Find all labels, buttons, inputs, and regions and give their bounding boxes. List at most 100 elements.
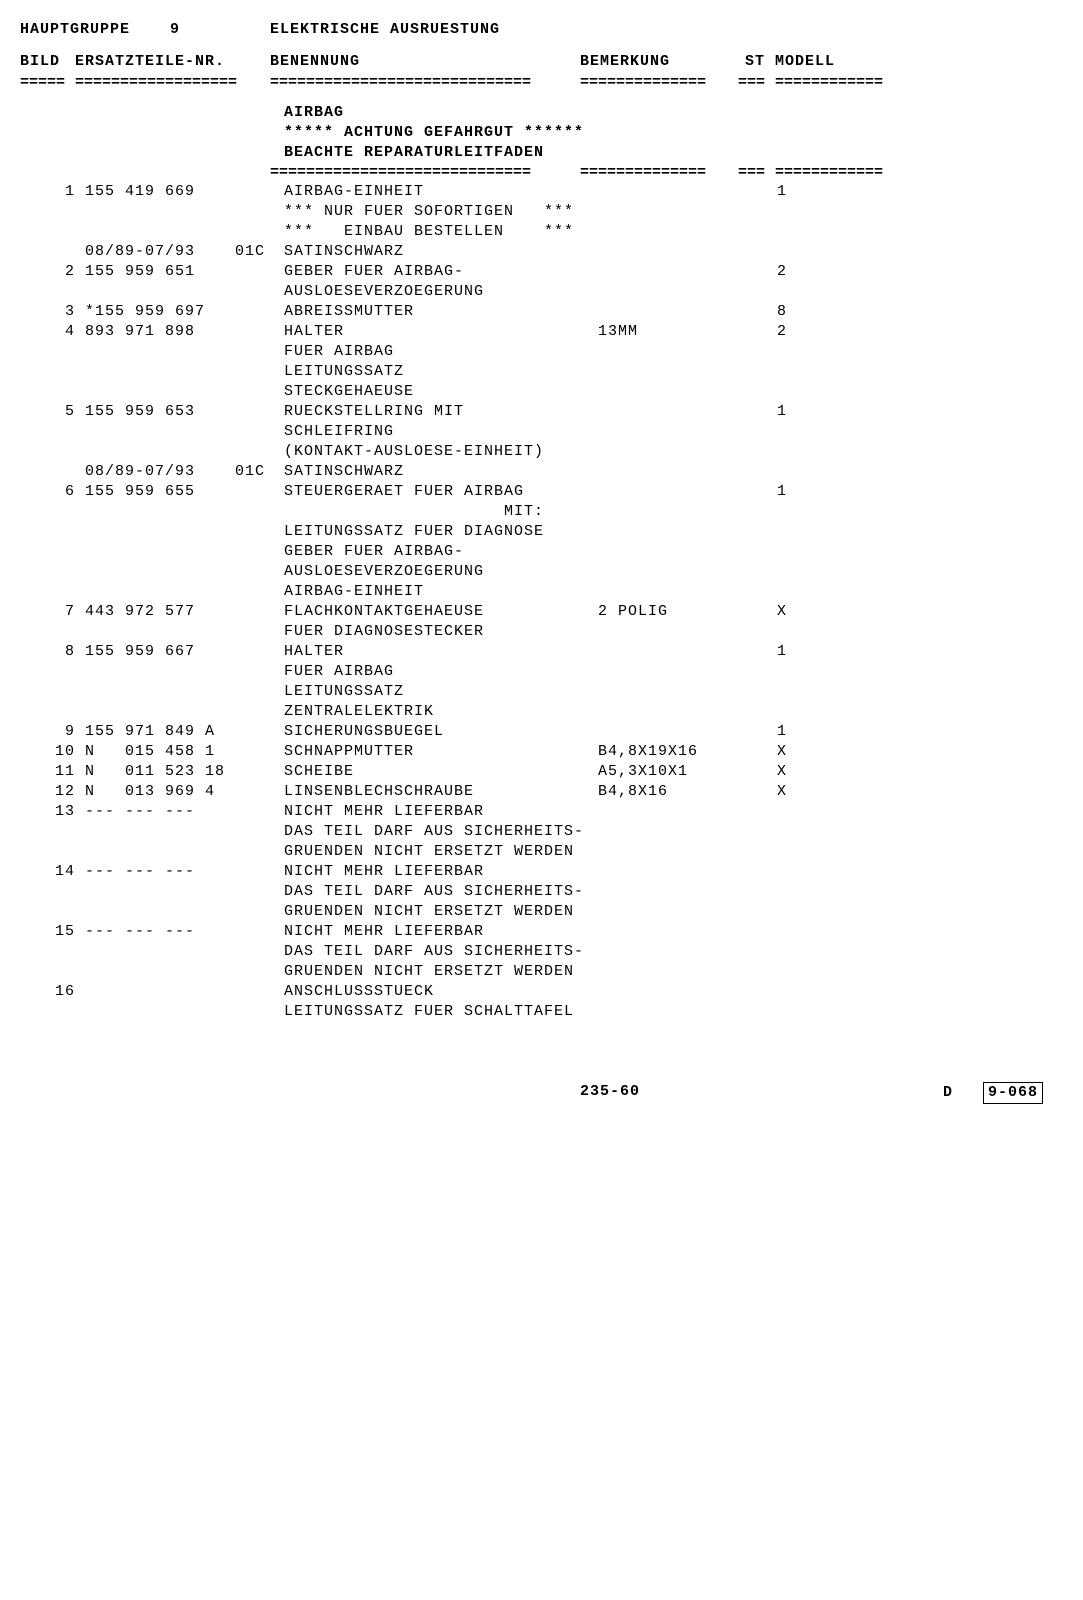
cell-benennung: FUER AIRBAG — [284, 342, 598, 362]
cell-bild: 1 — [20, 182, 85, 202]
cell-bemerkung: 13MM — [598, 322, 752, 342]
page-footer: 235-60 D 9-068 — [20, 1082, 1063, 1104]
table-row: LEITUNGSSATZ FUER SCHALTTAFEL — [20, 1002, 1063, 1022]
table-row: AUSLOESEVERZOEGERUNG — [20, 282, 1063, 302]
table-row: 9155 971 849 ASICHERUNGSBUEGEL1 — [20, 722, 1063, 742]
cell-part-number: N 011 523 18 — [85, 762, 284, 782]
cell-benennung: ANSCHLUSSSTUECK — [284, 982, 598, 1002]
table-row: GRUENDEN NICHT ERSETZT WERDEN — [20, 842, 1063, 862]
cell-benennung: MIT: — [284, 502, 598, 522]
col-st: ST — [730, 52, 765, 72]
table-row: GEBER FUER AIRBAG- — [20, 542, 1063, 562]
cell-benennung: SCHNAPPMUTTER — [284, 742, 598, 762]
cell-st: 2 — [752, 262, 791, 282]
footer-right-prefix: D — [943, 1084, 953, 1101]
column-headers: BILD ERSATZTEILE-NR. BENENNUNG BEMERKUNG… — [20, 52, 1063, 72]
cell-st: 1 — [752, 182, 791, 202]
table-row: 10N 015 458 1SCHNAPPMUTTERB4,8X19X16X — [20, 742, 1063, 762]
cell-benennung: SATINSCHWARZ — [284, 242, 598, 262]
table-row: 4893 971 898HALTER13MM2 — [20, 322, 1063, 342]
table-row: 11N 011 523 18SCHEIBEA5,3X10X1X — [20, 762, 1063, 782]
cell-benennung: AUSLOESEVERZOEGERUNG — [284, 562, 598, 582]
cell-benennung: DAS TEIL DARF AUS SICHERHEITS- — [284, 822, 598, 842]
cell-benennung: AUSLOESEVERZOEGERUNG — [284, 282, 598, 302]
cell-st: 1 — [752, 482, 791, 502]
cell-bemerkung: A5,3X10X1 — [598, 762, 752, 782]
cell-part-number: 08/89-07/93 01C — [85, 462, 284, 482]
cell-st: X — [752, 782, 791, 802]
table-row: MIT: — [20, 502, 1063, 522]
cell-part-number: --- --- --- — [85, 802, 284, 822]
intro-text: ***** ACHTUNG GEFAHRGUT ****** — [284, 123, 598, 143]
cell-part-number: 443 972 577 — [85, 602, 284, 622]
cell-benennung: LEITUNGSSATZ — [284, 682, 598, 702]
cell-benennung: HALTER — [284, 322, 598, 342]
cell-bild: 5 — [20, 402, 85, 422]
cell-bild: 11 — [20, 762, 85, 782]
cell-bemerkung: B4,8X19X16 — [598, 742, 752, 762]
cell-benennung: DAS TEIL DARF AUS SICHERHEITS- — [284, 882, 598, 902]
table-row: AUSLOESEVERZOEGERUNG — [20, 562, 1063, 582]
table-row: FUER AIRBAG — [20, 342, 1063, 362]
cell-benennung: GEBER FUER AIRBAG- — [284, 542, 598, 562]
cell-benennung: SICHERUNGSBUEGEL — [284, 722, 598, 742]
cell-st: X — [752, 762, 791, 782]
hauptgruppe-label: HAUPTGRUPPE — [20, 21, 130, 38]
table-row: 08/89-07/93 01CSATINSCHWARZ — [20, 462, 1063, 482]
table-row: 08/89-07/93 01CSATINSCHWARZ — [20, 242, 1063, 262]
cell-bild: 2 — [20, 262, 85, 282]
cell-part-number: 155 959 655 — [85, 482, 284, 502]
cell-part-number: 155 419 669 — [85, 182, 284, 202]
cell-benennung: FLACHKONTAKTGEHAEUSE — [284, 602, 598, 622]
col-bild: BILD — [20, 52, 75, 72]
table-row: LEITUNGSSATZ — [20, 682, 1063, 702]
page-title: ELEKTRISCHE AUSRUESTUNG — [270, 20, 1063, 40]
cell-bild: 8 — [20, 642, 85, 662]
table-row: 8155 959 667HALTER1 — [20, 642, 1063, 662]
table-row: GRUENDEN NICHT ERSETZT WERDEN — [20, 962, 1063, 982]
cell-benennung: NICHT MEHR LIEFERBAR — [284, 862, 598, 882]
cell-st: 2 — [752, 322, 791, 342]
table-row: *** EINBAU BESTELLEN *** — [20, 222, 1063, 242]
table-row: 14--- --- ---NICHT MEHR LIEFERBAR — [20, 862, 1063, 882]
cell-bild: 13 — [20, 802, 85, 822]
table-row: GRUENDEN NICHT ERSETZT WERDEN — [20, 902, 1063, 922]
footer-page-box: 9-068 — [983, 1082, 1043, 1104]
intro-rule: ============================= ==========… — [20, 163, 1063, 183]
table-row: (KONTAKT-AUSLOESE-EINHEIT) — [20, 442, 1063, 462]
table-row: DAS TEIL DARF AUS SICHERHEITS- — [20, 882, 1063, 902]
cell-benennung: (KONTAKT-AUSLOESE-EINHEIT) — [284, 442, 598, 462]
cell-benennung: *** NUR FUER SOFORTIGEN *** — [284, 202, 598, 222]
cell-benennung: STEUERGERAET FUER AIRBAG — [284, 482, 598, 502]
cell-bild: 3 — [20, 302, 85, 322]
cell-benennung: GEBER FUER AIRBAG- — [284, 262, 598, 282]
intro-line: BEACHTE REPARATURLEITFADEN — [20, 143, 1063, 163]
cell-part-number: *155 959 697 — [85, 302, 284, 322]
table-row: STECKGEHAEUSE — [20, 382, 1063, 402]
cell-benennung: LINSENBLECHSCHRAUBE — [284, 782, 598, 802]
col-modell: MODELL — [765, 52, 1063, 72]
cell-benennung: ZENTRALELEKTRIK — [284, 702, 598, 722]
cell-benennung: AIRBAG-EINHEIT — [284, 182, 598, 202]
cell-st: 1 — [752, 402, 791, 422]
cell-benennung: GRUENDEN NICHT ERSETZT WERDEN — [284, 842, 598, 862]
cell-benennung: *** EINBAU BESTELLEN *** — [284, 222, 598, 242]
table-row: DAS TEIL DARF AUS SICHERHEITS- — [20, 942, 1063, 962]
table-row: FUER DIAGNOSESTECKER — [20, 622, 1063, 642]
col-ersatzteile-nr: ERSATZTEILE-NR. — [75, 52, 270, 72]
table-row: 5155 959 653RUECKSTELLRING MIT1 — [20, 402, 1063, 422]
footer-center: 235-60 — [580, 1082, 730, 1104]
cell-bild: 9 — [20, 722, 85, 742]
cell-st: X — [752, 742, 791, 762]
cell-benennung: GRUENDEN NICHT ERSETZT WERDEN — [284, 962, 598, 982]
table-row: LEITUNGSSATZ — [20, 362, 1063, 382]
col-bemerkung: BEMERKUNG — [580, 52, 730, 72]
intro-block: AIRBAG***** ACHTUNG GEFAHRGUT ******BEAC… — [20, 103, 1063, 163]
table-row: 16ANSCHLUSSSTUECK — [20, 982, 1063, 1002]
parts-table-body: 1155 419 669AIRBAG-EINHEIT1*** NUR FUER … — [20, 182, 1063, 1022]
cell-benennung: LEITUNGSSATZ FUER DIAGNOSE — [284, 522, 598, 542]
table-row: AIRBAG-EINHEIT — [20, 582, 1063, 602]
table-row: DAS TEIL DARF AUS SICHERHEITS- — [20, 822, 1063, 842]
cell-st: X — [752, 602, 791, 622]
table-row: 13--- --- ---NICHT MEHR LIEFERBAR — [20, 802, 1063, 822]
